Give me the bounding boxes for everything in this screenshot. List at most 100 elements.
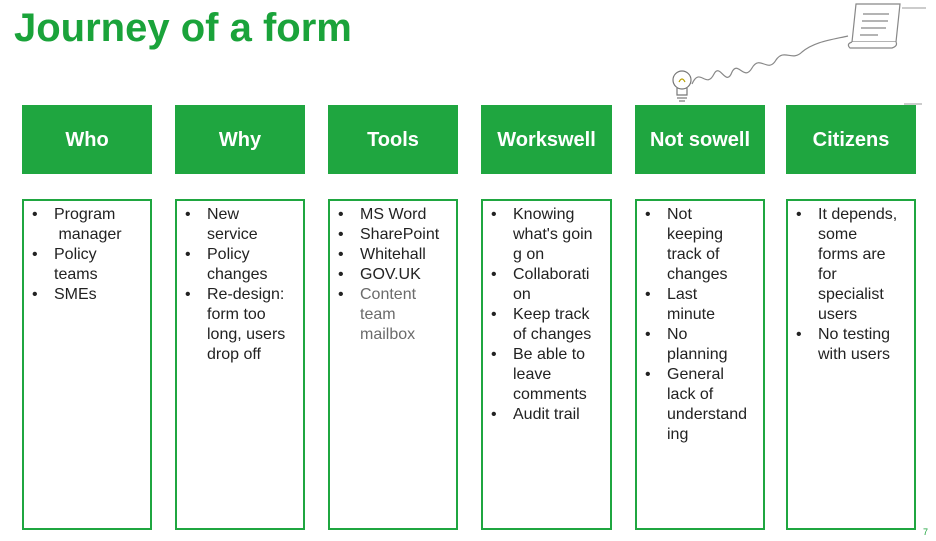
bullet-list: Not keeping track of changes Last minute No pla… — [637, 201, 763, 445]
bullet-list: Knowing what's goin g on Collaborati on Keep … — [483, 201, 610, 425]
list-item: GOV.UK — [338, 265, 452, 285]
header-tools: Tools — [328, 105, 458, 174]
list-item-text: It depends, — [818, 206, 898, 223]
header-label: Why — [218, 128, 262, 151]
list-item-text: Policy — [54, 246, 97, 263]
list-item-text: GOV.UK — [360, 266, 421, 283]
list-item: Policy changes — [185, 245, 299, 285]
squiggle-line — [691, 35, 849, 85]
list-item-text: specialist — [818, 286, 884, 303]
list-item: MS Word — [338, 205, 452, 225]
list-item-text: mailbox — [360, 326, 416, 343]
list-item: Program manager — [32, 205, 146, 245]
list-item-text: teams — [54, 266, 98, 283]
list-item-text: Content — [360, 286, 417, 303]
list-item-text: team — [360, 306, 396, 323]
header-why: Why — [175, 105, 305, 174]
lightbulb-scroll-illustration — [672, 3, 926, 105]
list-box-citizens: It depends, some forms are for specialist use… — [786, 199, 916, 530]
list-item-text: users — [818, 306, 858, 323]
header-label: well — [557, 128, 596, 151]
header-label: Not so — [649, 128, 713, 151]
list-item-text: No — [667, 326, 688, 343]
list-item-text: Whitehall — [360, 246, 426, 263]
list-item: Last minute — [645, 285, 759, 325]
list-item-text: SharePoint — [360, 226, 440, 243]
header-label: well — [712, 128, 750, 151]
list-item: Knowing what's goin g on — [491, 205, 606, 265]
list-item-text: MS Word — [360, 206, 427, 223]
list-item-text: Not — [667, 206, 692, 223]
list-item: Not keeping track of changes — [645, 205, 759, 285]
list-item-text: long, users — [207, 326, 286, 343]
list-item-text: Collaborati — [513, 266, 590, 283]
list-item-text: minute — [667, 306, 716, 323]
list-item-text: New — [207, 206, 240, 223]
list-item-text: of changes — [513, 326, 592, 343]
list-item-text: SMEs — [54, 286, 97, 303]
lightbulb-icon — [672, 70, 692, 102]
list-item-text: forms are — [818, 246, 886, 263]
list-item-text: form too — [207, 306, 266, 323]
list-item: It depends, some forms are for specialist use… — [796, 205, 910, 325]
list-item: SMEs — [32, 285, 146, 305]
list-item: Keep track of changes — [491, 305, 606, 345]
list-item-text: on — [513, 286, 531, 303]
list-item: Content team mailbox — [338, 285, 452, 345]
list-item-text: changes — [667, 266, 728, 283]
list-item: General lack of understand ing — [645, 365, 759, 445]
list-item-text: understand — [667, 406, 748, 423]
list-box-who: Program managerPolicyteamsSMEs — [22, 199, 152, 530]
header-citizens: Citizens — [786, 105, 916, 174]
list-box-not-so-well: Not keeping track of changes Last minute No pla… — [635, 199, 765, 530]
list-item-text: for — [818, 266, 837, 283]
scroll-icon — [847, 3, 901, 49]
list-item-text: g on — [513, 246, 545, 263]
list-item: SharePoint — [338, 225, 452, 245]
bullet-list: MS Word SharePoint Whitehall GOV.UK Content t… — [330, 201, 456, 345]
list-box-works-well: Knowing what's goin g on Collaborati on Keep … — [481, 199, 612, 530]
list-item-text: lack of — [667, 386, 714, 403]
list-item-text: ing — [667, 426, 689, 443]
list-item: Collaborati on — [491, 265, 606, 305]
list-item-text: Program — [54, 206, 116, 223]
list-item-text: leave — [513, 366, 552, 383]
list-item-text: drop off — [207, 346, 261, 363]
header-works-well: Works well — [481, 105, 612, 174]
list-item-text: planning — [667, 346, 728, 363]
list-item-text: what's goin — [513, 226, 593, 243]
header-label: Citizens — [812, 128, 890, 151]
page-number: 7 — [922, 527, 928, 537]
list-item-text: Knowing — [513, 206, 575, 223]
list-item-text: Audit trail — [513, 406, 580, 423]
list-item: Whitehall — [338, 245, 452, 265]
list-item-text: Policy — [207, 246, 250, 263]
list-item-text: Re-design: — [207, 286, 285, 303]
list-item-text: keeping — [667, 226, 724, 243]
list-item: New service — [185, 205, 299, 245]
list-item-text: manager — [54, 226, 122, 243]
list-item: Re-design: form too long, users drop off — [185, 285, 299, 365]
list-item-text: track of — [667, 246, 720, 263]
list-item-text: with users — [818, 346, 891, 363]
page-title: Journey of a form — [14, 6, 352, 50]
header-label: Who — [65, 128, 109, 151]
list-item-text: General — [667, 366, 724, 383]
list-box-why: New service Policy changes Re-design: form to… — [175, 199, 305, 530]
list-item-text: Last — [667, 286, 698, 303]
header-not-so-well: Not so well — [635, 105, 765, 174]
list-item: No testing with users — [796, 325, 910, 365]
list-item-text: changes — [207, 266, 268, 283]
list-item: Policy teams — [32, 245, 146, 285]
list-item-text: Keep track — [513, 306, 590, 323]
header-label: Tools — [367, 128, 419, 151]
list-item: No planning — [645, 325, 759, 365]
bullet-list: Program managerPolicyteamsSMEs — [24, 201, 150, 305]
list-box-tools: MS Word SharePoint Whitehall GOV.UK Content t… — [328, 199, 458, 530]
list-item-text: comments — [513, 386, 587, 403]
list-item-text: service — [207, 226, 258, 243]
list-item: Be able to leave comments — [491, 345, 606, 405]
header-who: Who — [22, 105, 152, 174]
list-item: Audit trail — [491, 405, 606, 425]
list-item-text: some — [818, 226, 858, 243]
